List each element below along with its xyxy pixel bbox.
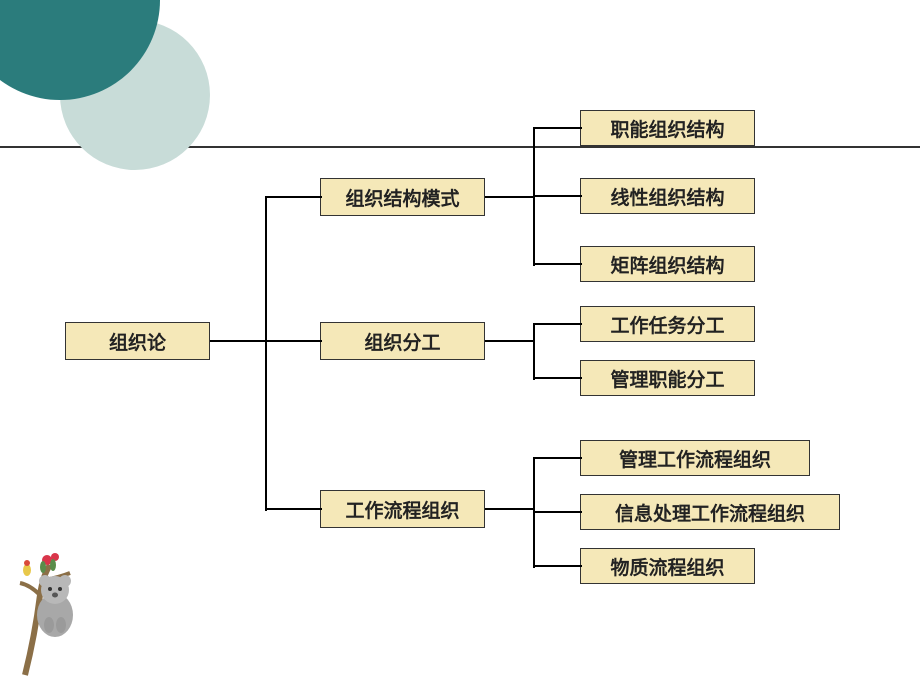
level3-node-workflow-2: 物质流程组织 xyxy=(580,548,755,584)
level3-node-division-0: 工作任务分工 xyxy=(580,306,755,342)
connector-h xyxy=(485,508,535,510)
level2-node-structure: 组织结构模式 xyxy=(320,178,485,216)
connector-h xyxy=(533,565,583,567)
connector-h xyxy=(533,457,583,459)
connector-h xyxy=(533,195,583,197)
connector-h xyxy=(210,340,267,342)
connector-v xyxy=(533,324,535,380)
connector-h xyxy=(533,377,583,379)
connector-h xyxy=(533,127,583,129)
koala-illustration xyxy=(5,535,105,685)
connector-h xyxy=(485,340,535,342)
connector-h xyxy=(533,323,583,325)
connector-h xyxy=(265,196,322,198)
connector-h xyxy=(485,196,535,198)
tree-diagram: 组织论 组织结构模式组织分工工作流程组织 职能组织结构线性组织结构矩阵组织结构工作任… xyxy=(0,0,920,690)
connector-h xyxy=(533,263,583,265)
level3-node-workflow-1: 信息处理工作流程组织 xyxy=(580,494,840,530)
level3-node-structure-0: 职能组织结构 xyxy=(580,110,755,146)
level3-node-structure-2: 矩阵组织结构 xyxy=(580,246,755,282)
connector-h xyxy=(265,340,322,342)
connector-h xyxy=(533,511,583,513)
connector-h xyxy=(265,508,322,510)
level3-node-structure-1: 线性组织结构 xyxy=(580,178,755,214)
root-node: 组织论 xyxy=(65,322,210,360)
connector-v xyxy=(533,458,535,568)
level2-node-division: 组织分工 xyxy=(320,322,485,360)
level3-node-division-1: 管理职能分工 xyxy=(580,360,755,396)
connector-v xyxy=(533,128,535,266)
connector-v xyxy=(265,197,267,511)
level3-node-workflow-0: 管理工作流程组织 xyxy=(580,440,810,476)
level2-node-workflow: 工作流程组织 xyxy=(320,490,485,528)
